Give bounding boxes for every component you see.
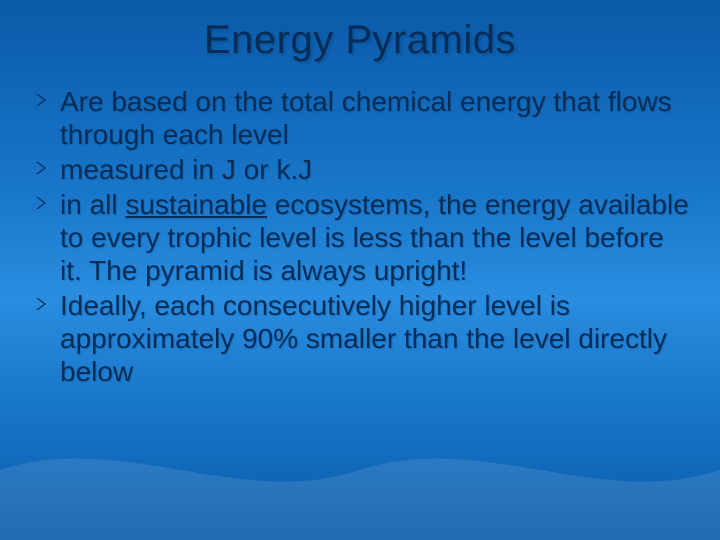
bullet-item: measured in J or k.J xyxy=(34,153,692,186)
chevron-right-icon xyxy=(34,160,50,176)
slide-title: Energy Pyramids xyxy=(28,18,692,63)
bullet-item: Are based on the total chemical energy t… xyxy=(34,85,692,151)
bullet-item: in all sustainable ecosystems, the energ… xyxy=(34,188,692,287)
bullet-list: Are based on the total chemical energy t… xyxy=(28,85,692,388)
wave-decoration xyxy=(0,420,720,540)
bullet-item: Ideally, each consecutively higher level… xyxy=(34,289,692,388)
chevron-right-icon xyxy=(34,195,50,211)
bullet-text: Are based on the total chemical energy t… xyxy=(60,86,672,150)
slide-container: Energy Pyramids Are based on the total c… xyxy=(0,0,720,540)
bullet-text: Ideally, each consecutively higher level… xyxy=(60,290,667,387)
bullet-text: measured in J or k.J xyxy=(60,154,312,185)
chevron-right-icon xyxy=(34,296,50,312)
chevron-right-icon xyxy=(34,92,50,108)
bullet-text: in all sustainable ecosystems, the energ… xyxy=(60,189,689,286)
